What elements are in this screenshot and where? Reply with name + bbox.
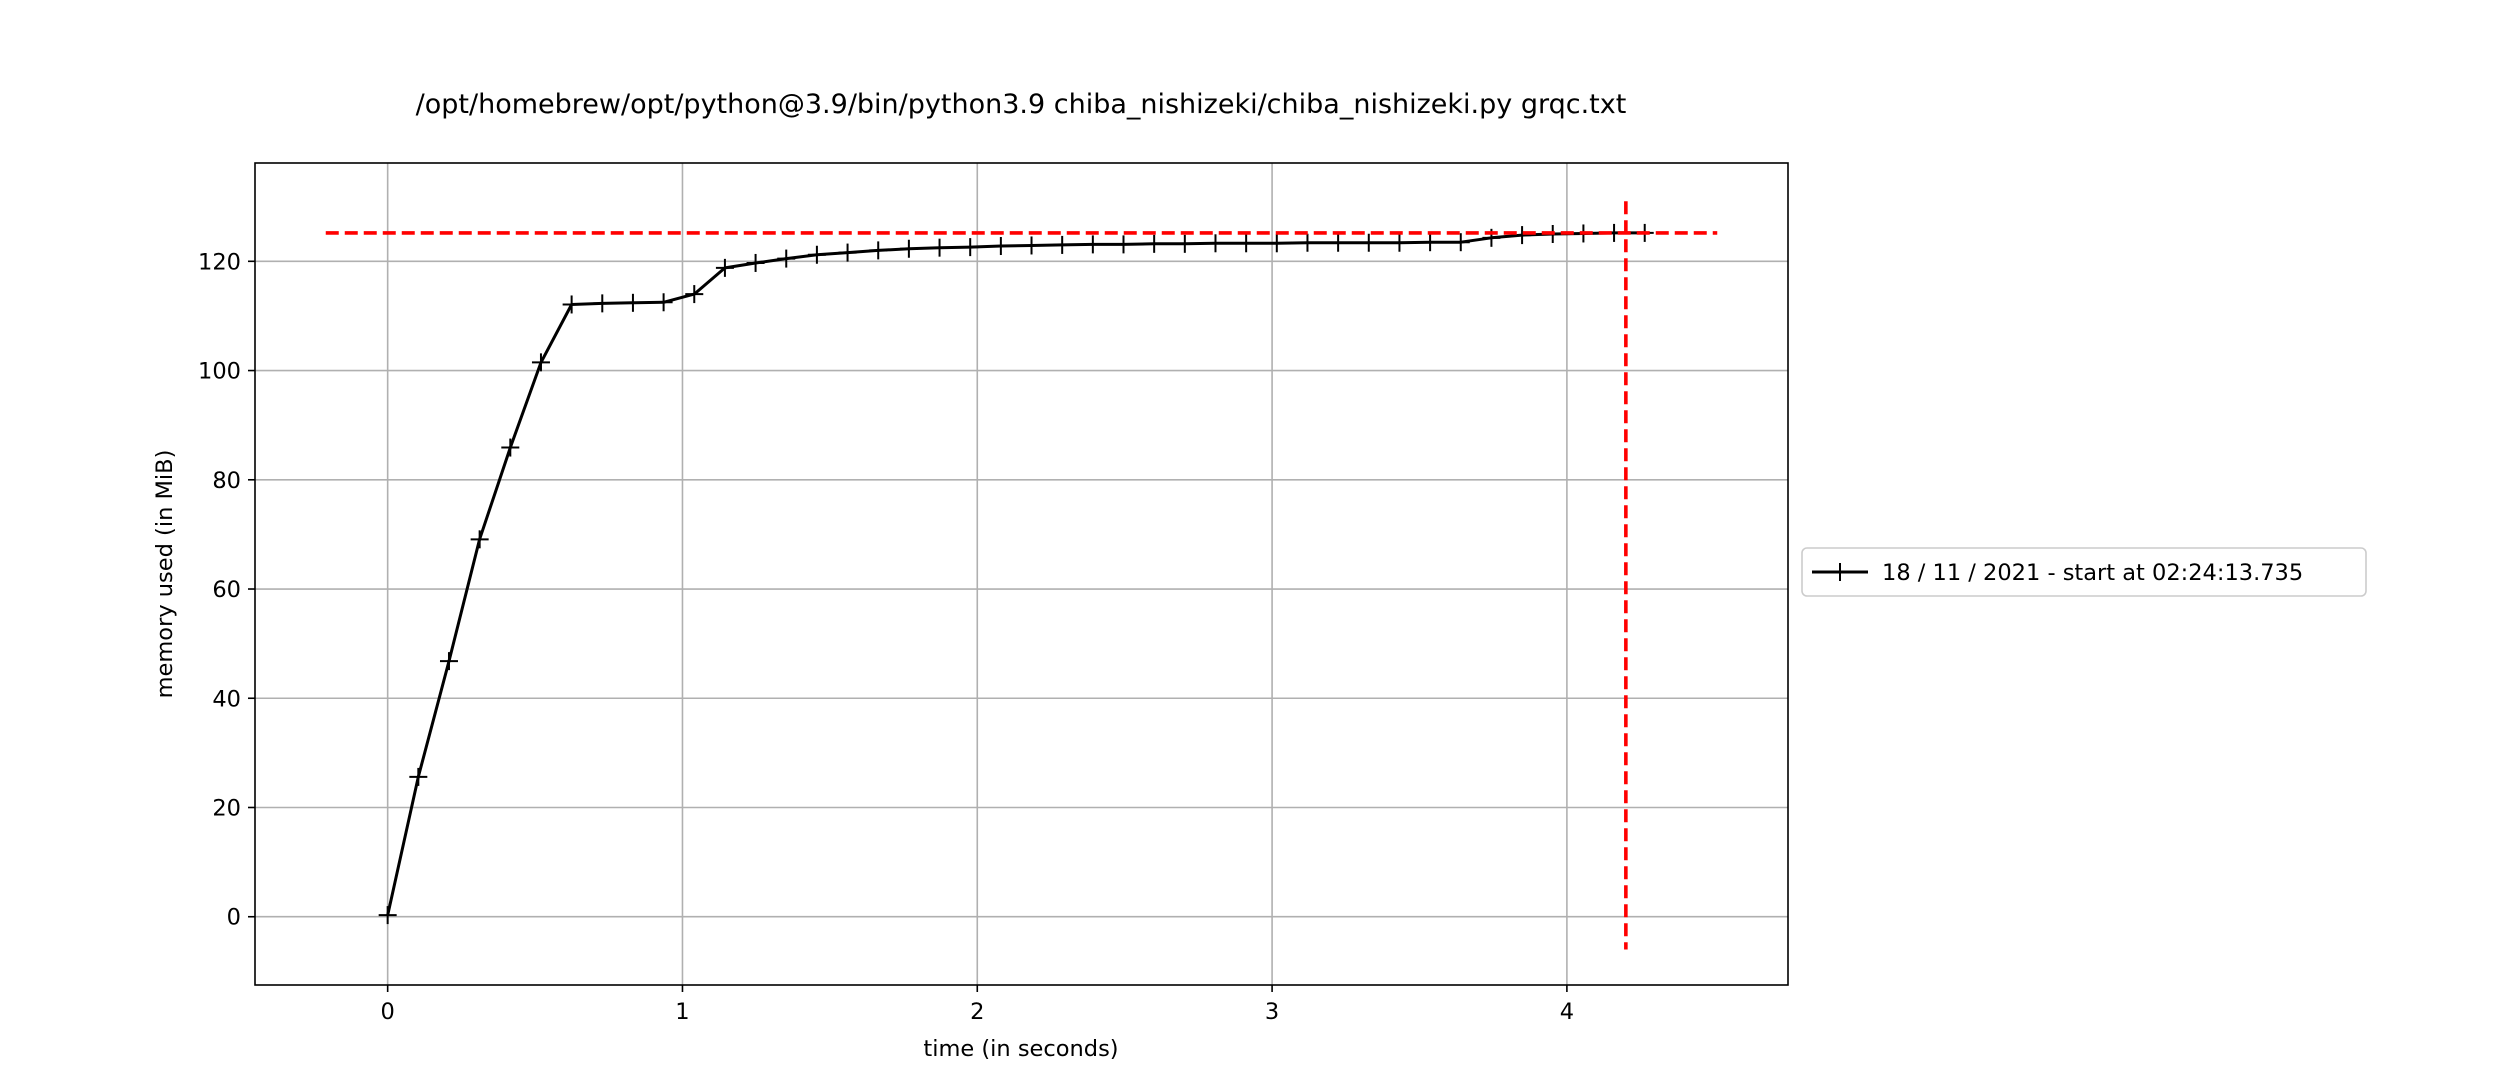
data-point-marker (470, 530, 489, 549)
data-point-marker (777, 249, 796, 268)
plot-area-frame (254, 162, 1789, 986)
data-point-marker (685, 285, 704, 304)
x-tick-label: 2 (970, 999, 984, 1025)
data-point-marker (1114, 235, 1133, 254)
data-point-marker (1053, 235, 1072, 254)
data-point-marker (1206, 234, 1225, 253)
data-point-marker (378, 906, 397, 925)
data-point-marker (869, 241, 888, 260)
data-point-marker (899, 239, 918, 258)
y-tick-label: 0 (227, 905, 241, 931)
y-axis-label: memory used (in MiB) (152, 450, 178, 699)
data-point-marker (623, 293, 642, 312)
data-point-marker (715, 258, 734, 277)
y-tick-label: 40 (212, 686, 241, 712)
data-point-marker (961, 238, 980, 257)
x-tick-label: 0 (380, 999, 394, 1025)
y-tick-label: 120 (198, 249, 241, 275)
data-point-marker (1421, 233, 1440, 252)
data-point-marker (1145, 234, 1164, 253)
series-layer (378, 223, 1654, 925)
data-point-marker (1175, 234, 1194, 253)
chart-title: /opt/homebrew/opt/python@3.9/bin/python3… (416, 89, 1627, 120)
legend: 18 / 11 / 2021 - start at 02:24:13.735 (1801, 547, 2367, 597)
grid (255, 163, 1788, 985)
y-tick-label: 60 (212, 577, 241, 603)
data-point-marker (562, 295, 581, 314)
data-point-marker (1329, 233, 1348, 252)
x-tick-label: 3 (1265, 999, 1279, 1025)
data-point-marker (1237, 234, 1256, 253)
data-point-marker (746, 253, 765, 272)
x-tick-label: 1 (675, 999, 689, 1025)
legend-frame (1801, 547, 2367, 597)
data-point-marker (1022, 236, 1041, 255)
data-point-marker (1359, 233, 1378, 252)
y-tick-label: 20 (212, 795, 241, 821)
reference-lines (325, 201, 1718, 950)
data-point-marker (1451, 233, 1470, 252)
y-tick-label: 100 (198, 359, 241, 385)
data-point-marker (807, 245, 826, 264)
data-point-marker (439, 652, 458, 671)
data-point-marker (654, 293, 673, 312)
x-axis-label: time (in seconds) (923, 1036, 1118, 1062)
data-point-marker (1083, 235, 1102, 254)
x-tick-label: 4 (1560, 999, 1574, 1025)
legend-label: 18 / 11 / 2021 - start at 02:24:13.735 (1882, 560, 2303, 586)
data-point-marker (1513, 226, 1532, 245)
y-tick-label: 80 (212, 468, 241, 494)
data-point-marker (1298, 233, 1317, 252)
data-point-marker (531, 353, 550, 372)
data-point-marker (409, 767, 428, 786)
data-point-marker (1390, 233, 1409, 252)
data-point-marker (991, 237, 1010, 256)
data-point-marker (838, 243, 857, 262)
data-point-marker (930, 238, 949, 257)
data-point-marker (501, 438, 520, 457)
data-point-marker (1267, 234, 1286, 253)
data-point-marker (593, 294, 612, 313)
